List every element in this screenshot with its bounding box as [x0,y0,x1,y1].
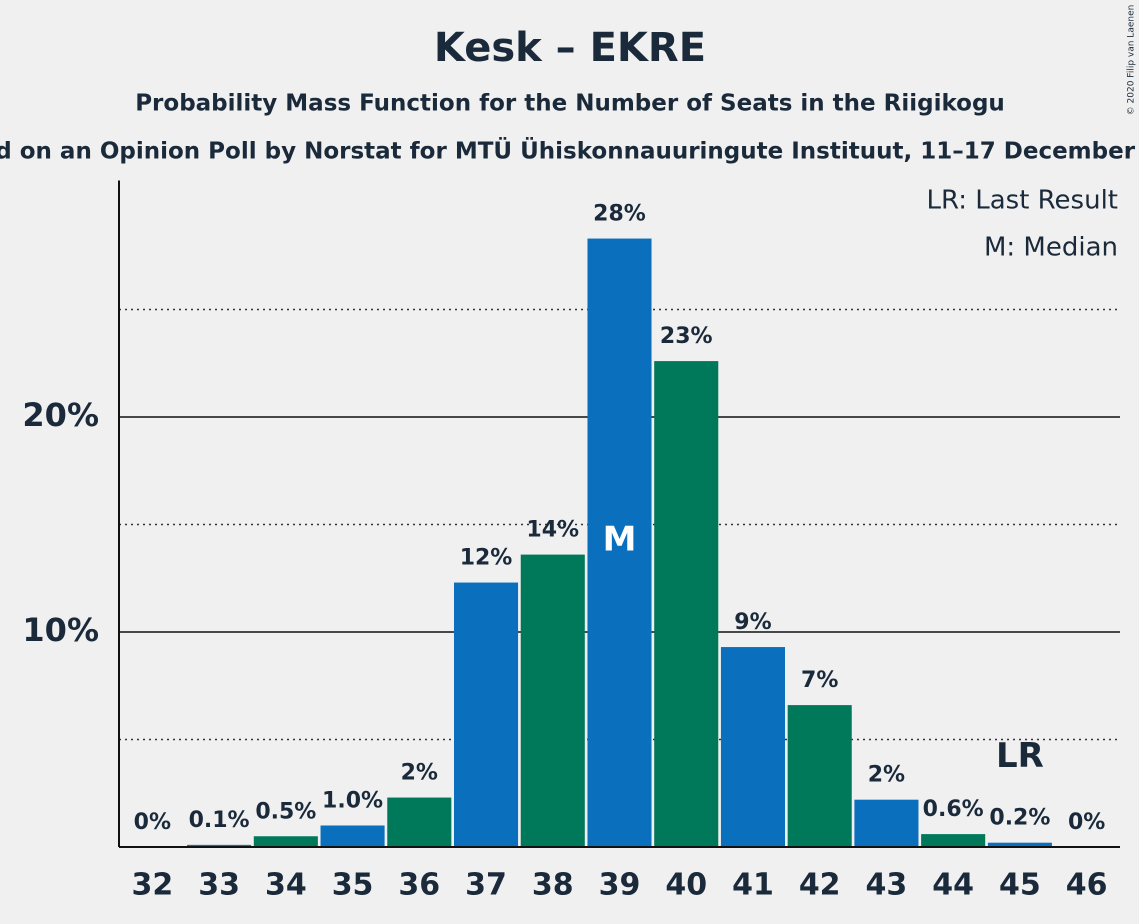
value-label: 12% [460,546,513,571]
bar [987,842,1052,847]
x-tick-label: 46 [1066,868,1108,903]
legend-entry: M: Median [984,233,1118,263]
bar [253,836,318,847]
bar [187,844,252,847]
x-tick-label: 35 [332,868,374,903]
x-tick-label: 44 [932,868,974,903]
x-tick-label: 33 [198,868,240,903]
value-label: 23% [660,324,713,349]
copyright: © 2020 Filip van Laenen [1127,5,1137,116]
bar [320,825,385,847]
bar [854,799,919,847]
x-tick-label: 40 [665,868,707,903]
y-tick-label: 10% [22,611,99,649]
x-tick-label: 41 [732,868,774,903]
value-label: 1.0% [322,789,383,814]
bar [587,238,652,848]
y-tick-label: 20% [22,396,99,434]
x-tick-label: 34 [265,868,307,903]
value-label: 14% [526,518,579,543]
value-label: 0.5% [255,799,316,824]
value-label: 0.1% [189,808,250,833]
bar [654,361,719,847]
chart-subtitle: Probability Mass Function for the Number… [135,91,1005,117]
annotation: M [603,519,637,559]
value-label: 2% [868,763,905,788]
legend-entry: LR: Last Result [926,186,1118,216]
annotation: LR [996,736,1044,776]
value-label: 28% [593,202,646,227]
value-label: 0.2% [989,806,1050,831]
x-tick-label: 39 [599,868,641,903]
bar [387,797,452,847]
x-tick-label: 37 [465,868,507,903]
bar [520,554,585,847]
x-tick-label: 43 [866,868,908,903]
bar [921,834,986,847]
value-label: 2% [401,761,438,786]
value-label: 7% [801,668,838,693]
x-tick-label: 32 [131,868,173,903]
x-tick-label: 36 [398,868,440,903]
x-tick-label: 45 [999,868,1041,903]
value-label: 0% [1068,810,1105,835]
chart-title: Kesk – EKRE [434,25,706,71]
bar [454,582,519,847]
x-tick-label: 38 [532,868,574,903]
value-label: 9% [734,610,771,635]
bar [787,705,852,847]
chart-subtitle: Based on an Opinion Poll by Norstat for … [0,137,1139,165]
value-label: 0.6% [923,797,984,822]
x-tick-label: 42 [799,868,841,903]
value-label: 0% [134,810,171,835]
bar [720,647,785,847]
